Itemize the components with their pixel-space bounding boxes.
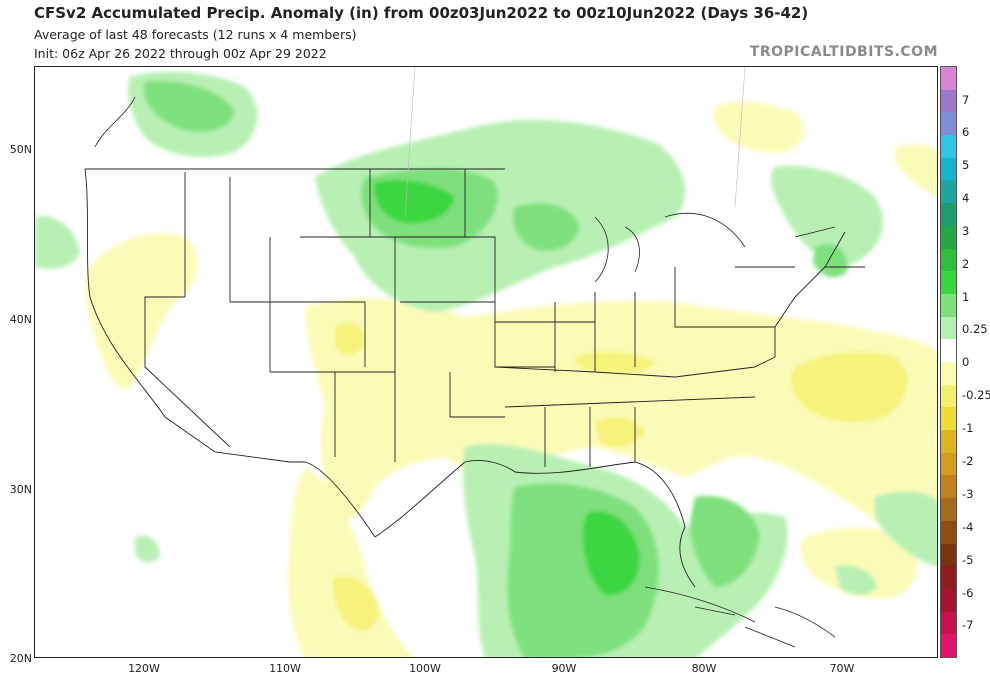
colorbar-label: -6	[962, 586, 974, 600]
init-time: Init: 06z Apr 26 2022 through 00z Apr 29…	[34, 46, 327, 61]
colorbar-segment	[941, 339, 956, 363]
colorbar-label: 1	[962, 290, 970, 304]
colorbar-segment	[941, 611, 956, 635]
colorbar-label: -5	[962, 553, 974, 567]
colorbar-segment	[941, 316, 956, 340]
colorbar-label: 6	[962, 125, 970, 139]
colorbar-label: 0.25	[962, 322, 988, 336]
colorbar-label: -0.25	[962, 388, 990, 402]
colorbar-segment	[941, 89, 956, 113]
colorbar-segment	[941, 475, 956, 499]
wet-anomaly-regions	[35, 71, 937, 657]
lat-label-40n: 40N	[9, 313, 32, 326]
forecast-description: Average of last 48 forecasts (12 runs x …	[34, 27, 357, 42]
lon-label-90w: 90W	[551, 662, 577, 675]
colorbar-segment	[941, 180, 956, 204]
colorbar-segment	[941, 430, 956, 454]
colorbar-segment	[941, 293, 956, 317]
source-credit: TROPICALTIDBITS.COM	[749, 44, 938, 60]
colorbar-label: 7	[962, 93, 970, 107]
colorbar-segment	[941, 362, 956, 385]
lat-label-20n: 20N	[9, 652, 32, 665]
colorbar-segment	[941, 566, 956, 590]
colorbar-segment	[941, 588, 956, 612]
colorbar-label: 2	[962, 257, 970, 271]
lat-label-30n: 30N	[9, 483, 32, 496]
colorbar-label: -4	[962, 520, 974, 534]
lon-label-110w: 110W	[269, 662, 301, 675]
colorbar-segment	[941, 634, 956, 658]
colorbar-segment	[941, 157, 956, 181]
political-boundaries	[84, 168, 865, 588]
lat-label-50n: 50N	[9, 143, 32, 156]
colorbar-segment	[941, 248, 956, 272]
colorbar-segment	[941, 203, 956, 227]
colorbar-segment	[941, 135, 956, 159]
colorbar-label: -7	[962, 618, 974, 632]
lon-label-70w: 70W	[829, 662, 855, 675]
precip-anomaly-map	[34, 66, 938, 658]
colorbar-label: 5	[962, 158, 970, 172]
colorbar-legend	[940, 66, 957, 658]
colorbar-segment	[941, 384, 956, 408]
colorbar-label: -1	[962, 421, 974, 435]
lon-label-120w: 120W	[128, 662, 160, 675]
colorbar-label: -2	[962, 454, 974, 468]
colorbar-segment	[941, 520, 956, 544]
colorbar-segment	[941, 67, 956, 90]
graticule	[404, 67, 746, 218]
colorbar-label: 0	[962, 355, 970, 369]
colorbar-label: 4	[962, 191, 970, 205]
map-title: CFSv2 Accumulated Precip. Anomaly (in) f…	[34, 4, 809, 22]
map-canvas	[35, 67, 937, 657]
coastlines	[94, 96, 836, 648]
lon-label-100w: 100W	[409, 662, 441, 675]
colorbar-segment	[941, 498, 956, 522]
colorbar-segment	[941, 225, 956, 249]
lon-label-80w: 80W	[691, 662, 717, 675]
colorbar-segment	[941, 452, 956, 476]
colorbar-segment	[941, 112, 956, 136]
colorbar-segment	[941, 543, 956, 567]
colorbar-label: 3	[962, 224, 970, 238]
colorbar-label: -3	[962, 487, 974, 501]
colorbar-segment	[941, 407, 956, 431]
colorbar-segment	[941, 271, 956, 295]
